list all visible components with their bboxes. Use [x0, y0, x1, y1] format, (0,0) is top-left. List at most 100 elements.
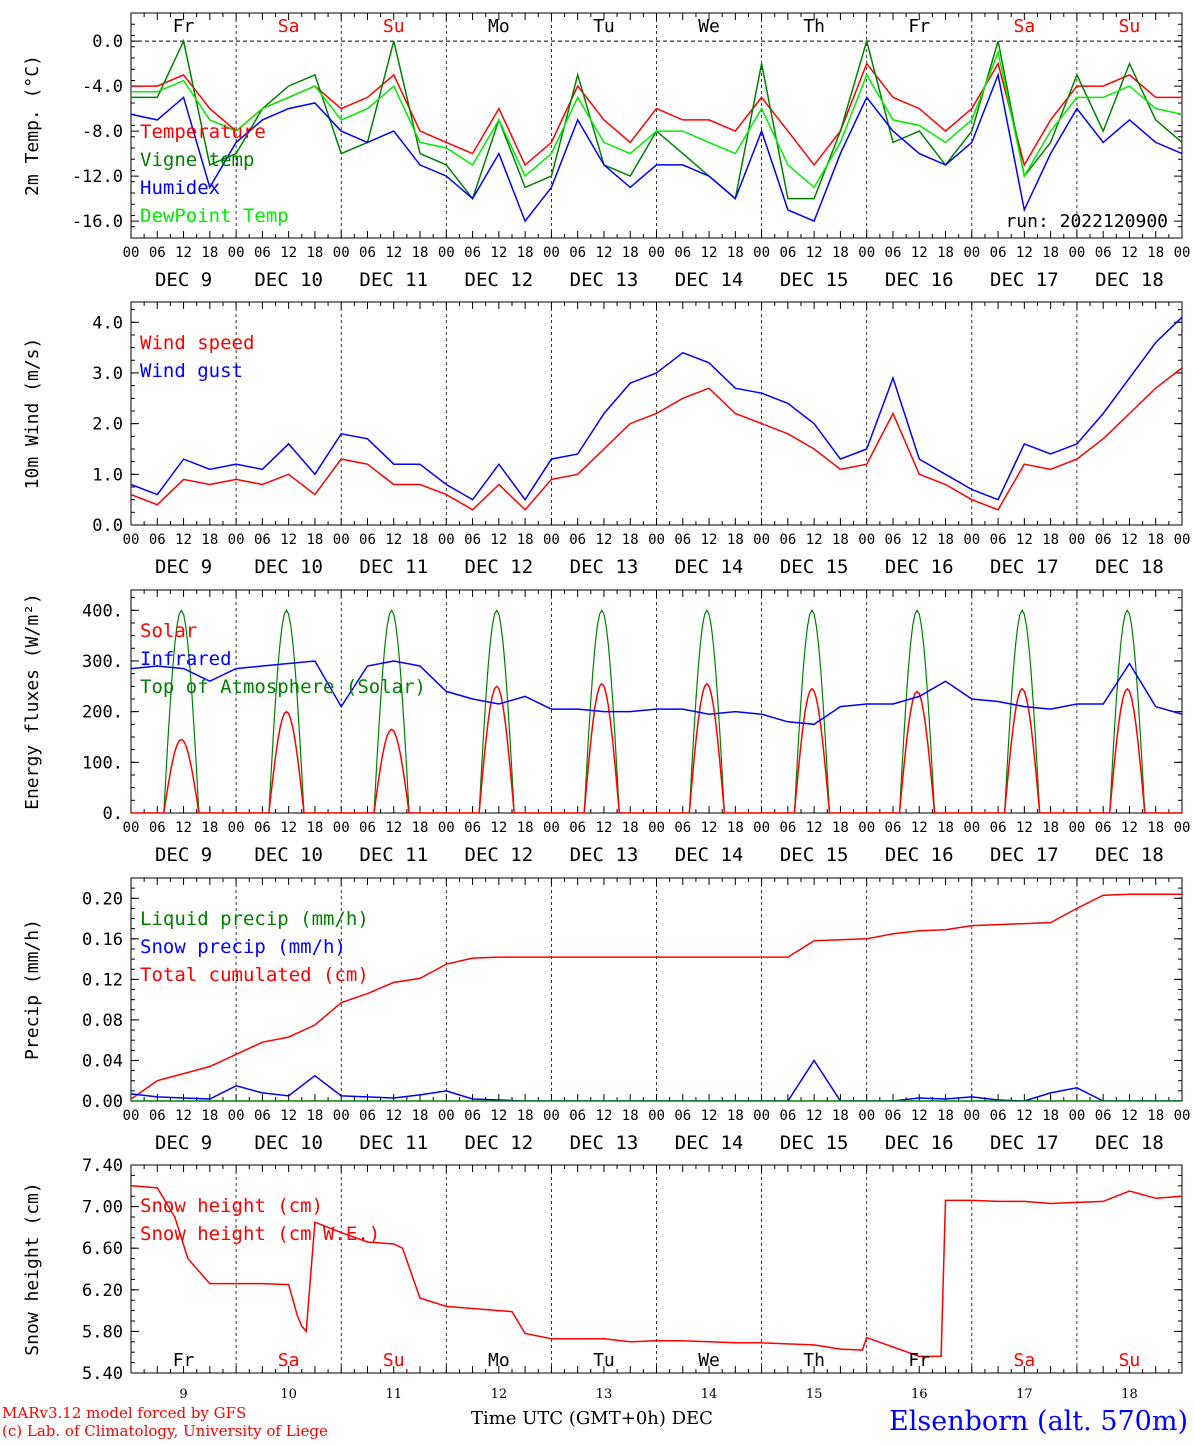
- x-hour-label: 06: [464, 1108, 481, 1124]
- x-hour-label: 18: [937, 532, 954, 548]
- y-tick-label: 0.20: [82, 889, 123, 909]
- plot-area: [131, 1185, 1182, 1358]
- x-day-label: DEC 16: [885, 844, 954, 866]
- day-number-label: 12: [491, 1387, 508, 1402]
- day-number-label: 18: [1121, 1387, 1138, 1402]
- x-hour-label: 18: [937, 1108, 954, 1124]
- x-hour-label: 00: [858, 1108, 875, 1124]
- legend-entry: Top of Atmosphere (Solar): [140, 676, 426, 698]
- x-hour-label: 06: [1095, 532, 1112, 548]
- x-day-label: DEC 15: [780, 1132, 849, 1154]
- y-tick-label: 0.0: [92, 32, 123, 52]
- x-axis-title: Time UTC (GMT+0h) DEC: [471, 1408, 713, 1429]
- x-hour-label: 00: [1174, 245, 1191, 261]
- x-hour-label: 12: [596, 820, 613, 836]
- weekday-label: Sa: [1014, 16, 1036, 37]
- x-day-label: DEC 15: [780, 844, 849, 866]
- series-dewpoint-temp: [131, 49, 1182, 189]
- legend-entry: Total cumulated (cm): [140, 964, 369, 986]
- x-hour-label: 18: [622, 1108, 639, 1124]
- x-hour-label: 00: [648, 820, 665, 836]
- weekday-label: Fr: [908, 16, 930, 37]
- y-tick-label: 2.0: [92, 415, 123, 435]
- x-hour-label: 18: [306, 1108, 323, 1124]
- x-hour-label: 18: [201, 532, 218, 548]
- x-hour-label: 18: [306, 532, 323, 548]
- x-hour-label: 18: [517, 820, 534, 836]
- x-day-label: DEC 11: [359, 269, 428, 291]
- series-snow-height-cm: [131, 1185, 1182, 1358]
- x-day-label: DEC 18: [1095, 556, 1164, 578]
- x-hour-label: 18: [306, 820, 323, 836]
- x-day-label: DEC 9: [155, 269, 212, 291]
- x-hour-label: 18: [622, 820, 639, 836]
- y-tick-label: 200.: [82, 703, 123, 723]
- x-hour-label: 06: [359, 820, 376, 836]
- panel-4: 0.00 0.04 0.08 0.12 0.16 0.20 Precip (mm/h) Liq…: [22, 877, 1190, 1154]
- weekday-label: Sa: [278, 16, 300, 37]
- x-hour-label: 00: [753, 245, 770, 261]
- x-hour-label: 06: [359, 1108, 376, 1124]
- legend-entry: Temperature: [140, 121, 266, 143]
- x-hour-label: 18: [412, 245, 429, 261]
- y-tick-label: 0.00: [82, 1092, 123, 1112]
- x-hour-label: 12: [596, 532, 613, 548]
- x-day-label: DEC 17: [990, 1132, 1059, 1154]
- day-number-label: 10: [280, 1387, 297, 1402]
- x-hour-label: 06: [464, 820, 481, 836]
- day-number-label: 11: [385, 1387, 402, 1402]
- y-tick-label: 0.16: [82, 930, 123, 950]
- legend-entry: Infrared: [140, 648, 232, 670]
- weekday-label: Mo: [488, 1350, 510, 1371]
- weekday-label: Su: [383, 16, 405, 37]
- x-day-label: DEC 16: [885, 1132, 954, 1154]
- x-hour-label: 06: [359, 245, 376, 261]
- x-hour-label: 12: [385, 1108, 402, 1124]
- x-hour-label: 18: [517, 1108, 534, 1124]
- x-hour-label: 18: [517, 245, 534, 261]
- x-hour-label: 12: [806, 1108, 823, 1124]
- x-hour-label: 18: [201, 820, 218, 836]
- x-hour-label: 12: [1016, 245, 1033, 261]
- x-hour-label: 12: [911, 245, 928, 261]
- x-hour-label: 06: [779, 245, 796, 261]
- x-hour-label: 06: [990, 532, 1007, 548]
- x-hour-label: 00: [333, 820, 350, 836]
- panel-3: 0. 100. 200. 300. 400. Energy fluxes (W/m²) So…: [22, 589, 1191, 866]
- x-day-label: DEC 15: [780, 556, 849, 578]
- x-hour-label: 12: [701, 1108, 718, 1124]
- x-hour-label: 00: [543, 532, 560, 548]
- x-hour-label: 06: [569, 245, 586, 261]
- x-hour-label: 12: [911, 820, 928, 836]
- x-hour-label: 18: [201, 1108, 218, 1124]
- x-hour-label: 18: [937, 820, 954, 836]
- x-day-label: DEC 17: [990, 556, 1059, 578]
- x-day-label: DEC 9: [155, 1132, 212, 1154]
- x-day-label: DEC 13: [570, 844, 639, 866]
- x-hour-label: 18: [1042, 532, 1059, 548]
- x-hour-label: 00: [1068, 820, 1085, 836]
- y-tick-label: 0.0: [92, 516, 123, 536]
- x-hour-label: 12: [1016, 820, 1033, 836]
- y-axis-label: Snow height (cm): [22, 1182, 43, 1355]
- x-hour-label: 06: [779, 820, 796, 836]
- weekday-label: We: [698, 1350, 720, 1371]
- x-hour-label: 06: [990, 1108, 1007, 1124]
- x-hour-label: 00: [1068, 532, 1085, 548]
- x-hour-label: 12: [280, 532, 297, 548]
- y-tick-label: 100.: [82, 753, 123, 773]
- x-day-label: DEC 11: [359, 1132, 428, 1154]
- x-hour-label: 18: [832, 1108, 849, 1124]
- x-hour-label: 00: [228, 820, 245, 836]
- legend-entry: Snow height (cm W.E.): [140, 1223, 380, 1245]
- x-day-label: DEC 10: [254, 556, 323, 578]
- legend-entry: Solar: [140, 620, 197, 642]
- x-hour-label: 00: [1068, 245, 1085, 261]
- x-day-label: DEC 14: [675, 844, 744, 866]
- weekday-label: Th: [803, 16, 825, 37]
- x-hour-label: 00: [753, 532, 770, 548]
- legend-entry: Vigne temp: [140, 149, 254, 171]
- x-hour-label: 00: [1174, 820, 1191, 836]
- x-hour-label: 18: [201, 245, 218, 261]
- panel-5: 5.40 5.80 6.20 6.60 7.00 7.40 Snow height (cm)…: [22, 1156, 1183, 1384]
